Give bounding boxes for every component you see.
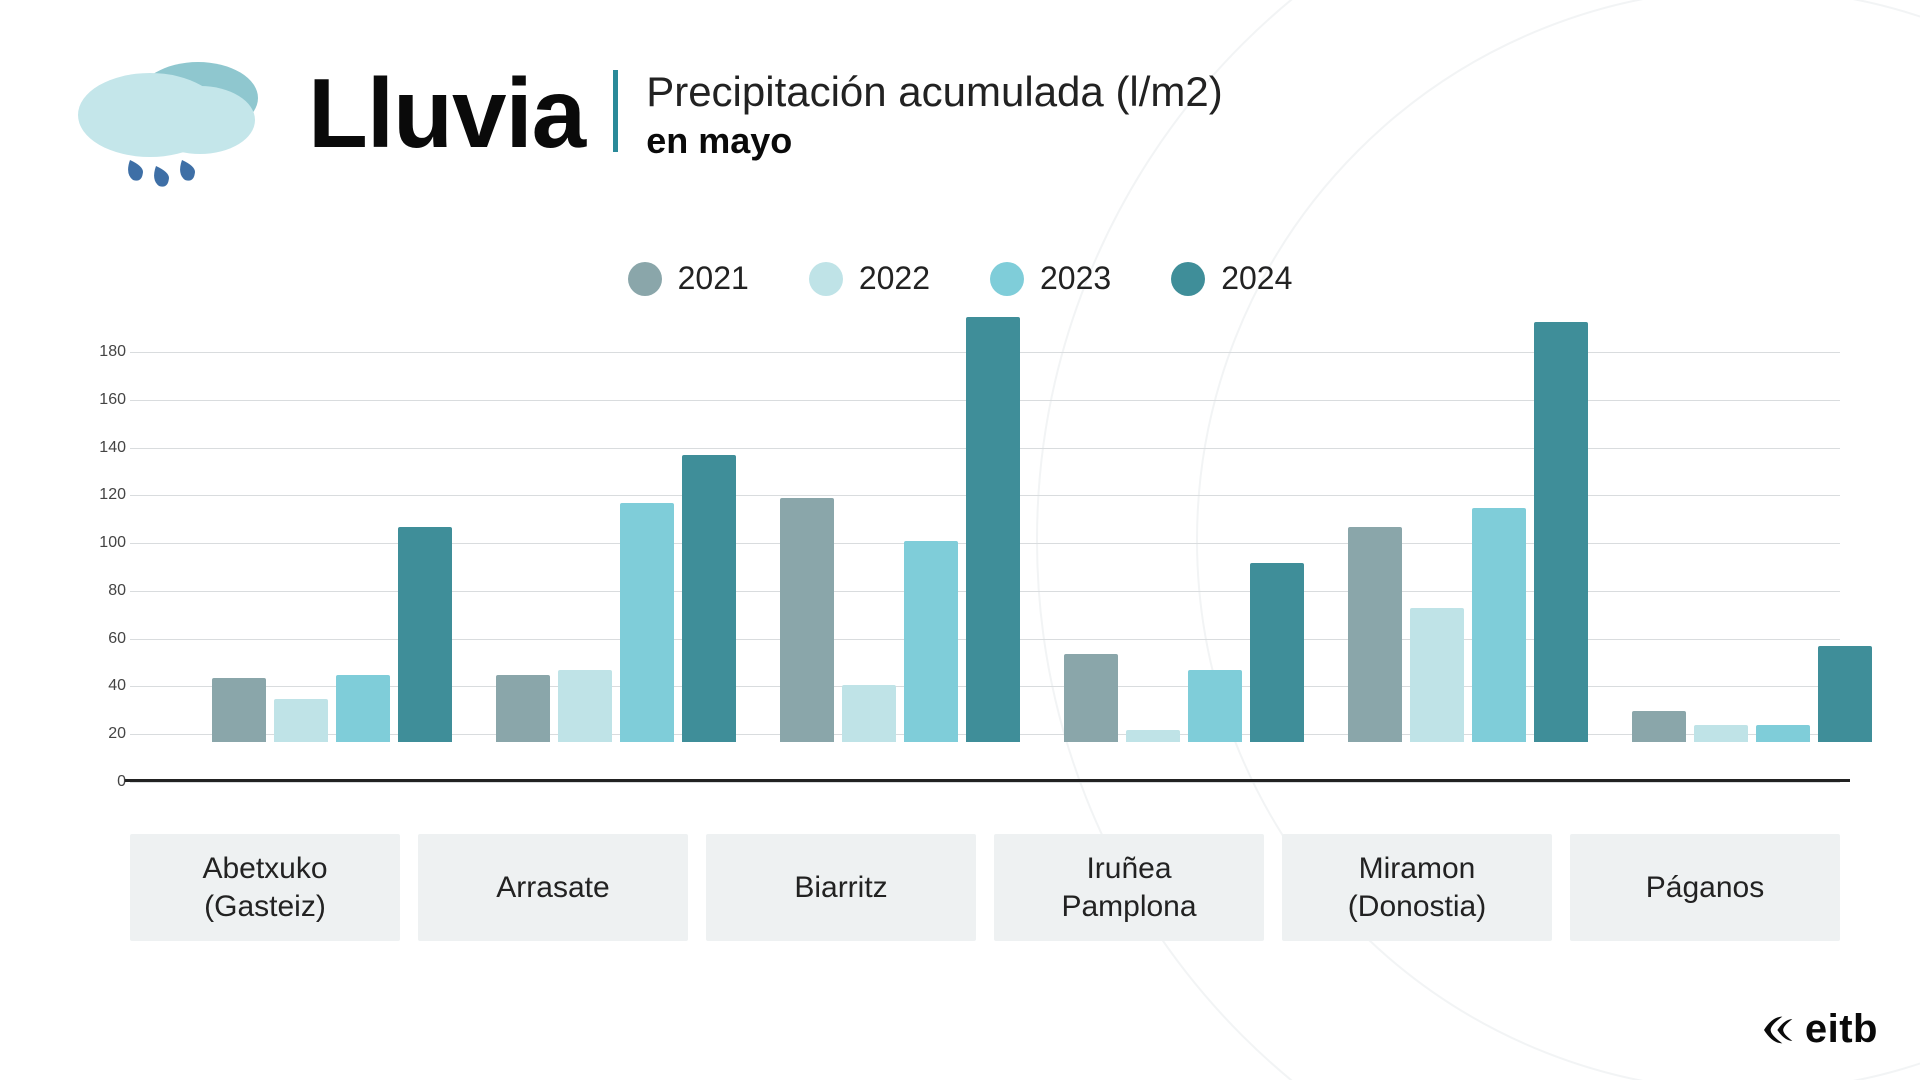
legend-item: 2023 (990, 260, 1111, 297)
bar (1188, 670, 1242, 742)
plot-area (130, 352, 1840, 782)
bar (620, 503, 674, 742)
bar (682, 455, 736, 742)
bar (966, 317, 1020, 742)
legend-swatch (990, 262, 1024, 296)
x-axis-label: Miramon(Donostia) (1282, 834, 1552, 941)
legend-label: 2022 (859, 260, 930, 297)
bar (1632, 711, 1686, 742)
bar (780, 498, 834, 742)
bar (1126, 730, 1180, 742)
x-axis-label: IruñeaPamplona (994, 834, 1264, 941)
x-axis-label: Biarritz (706, 834, 976, 941)
gridline (130, 782, 1840, 783)
x-axis-label: Abetxuko(Gasteiz) (130, 834, 400, 941)
x-axis-label: Arrasate (418, 834, 688, 941)
bar (1694, 725, 1748, 742)
bar-group (1610, 352, 1894, 742)
bar (1534, 322, 1588, 742)
brand-logo: eitb (1759, 1007, 1878, 1052)
bar-group (474, 352, 758, 742)
bar (904, 541, 958, 742)
y-tick-label: 140 (70, 439, 126, 457)
x-axis-labels: Abetxuko(Gasteiz)ArrasateBiarritzIruñeaP… (130, 834, 1840, 941)
bar (496, 675, 550, 742)
bar (1348, 527, 1402, 742)
bar (212, 678, 266, 743)
bar (842, 685, 896, 742)
legend-item: 2022 (809, 260, 930, 297)
subtitle-line-1: Precipitación acumulada (l/m2) (646, 68, 1223, 116)
bar-group (190, 352, 474, 742)
bar (1250, 563, 1304, 742)
legend-swatch (809, 262, 843, 296)
title-main: Lluvia (308, 64, 585, 162)
legend-item: 2021 (628, 260, 749, 297)
legend-item: 2024 (1171, 260, 1292, 297)
legend-swatch (628, 262, 662, 296)
logo-text: eitb (1805, 1007, 1878, 1052)
logo-glyph-icon (1759, 1010, 1799, 1050)
bar-group (758, 352, 1042, 742)
bar (558, 670, 612, 742)
legend-label: 2021 (678, 260, 749, 297)
bar-groups (190, 352, 1830, 742)
subtitle-line-2: en mayo (646, 120, 1223, 162)
y-tick-label: 20 (70, 725, 126, 743)
rain-cloud-icon (70, 50, 280, 200)
bar (398, 527, 452, 742)
title-block: Lluvia Precipitación acumulada (l/m2) en… (308, 50, 1223, 162)
header: Lluvia Precipitación acumulada (l/m2) en… (70, 50, 1850, 200)
title-divider (613, 70, 618, 152)
chart-area: 020406080100120140160180 Abetxuko(Gastei… (70, 352, 1850, 941)
legend-label: 2023 (1040, 260, 1111, 297)
bar-group (1042, 352, 1326, 742)
y-tick-label: 80 (70, 582, 126, 600)
bar (1818, 646, 1872, 742)
x-axis-label: Páganos (1570, 834, 1840, 941)
infographic-stage: Lluvia Precipitación acumulada (l/m2) en… (0, 0, 1920, 1080)
y-tick-label: 0 (70, 773, 126, 791)
y-tick-label: 40 (70, 677, 126, 695)
legend-swatch (1171, 262, 1205, 296)
bar (1756, 725, 1810, 742)
x-axis-baseline (125, 779, 1850, 782)
bar (336, 675, 390, 742)
bar (1064, 654, 1118, 742)
bar (274, 699, 328, 742)
bar (1410, 608, 1464, 742)
title-subtitle: Precipitación acumulada (l/m2) en mayo (646, 64, 1223, 162)
legend-label: 2024 (1221, 260, 1292, 297)
y-tick-label: 100 (70, 534, 126, 552)
y-tick-label: 120 (70, 486, 126, 504)
y-tick-label: 160 (70, 391, 126, 409)
y-tick-label: 180 (70, 343, 126, 361)
legend: 2021 2022 2023 2024 (70, 260, 1850, 297)
y-tick-label: 60 (70, 630, 126, 648)
bar (1472, 508, 1526, 742)
bar-group (1326, 352, 1610, 742)
bar-chart: 020406080100120140160180 (70, 352, 1850, 822)
